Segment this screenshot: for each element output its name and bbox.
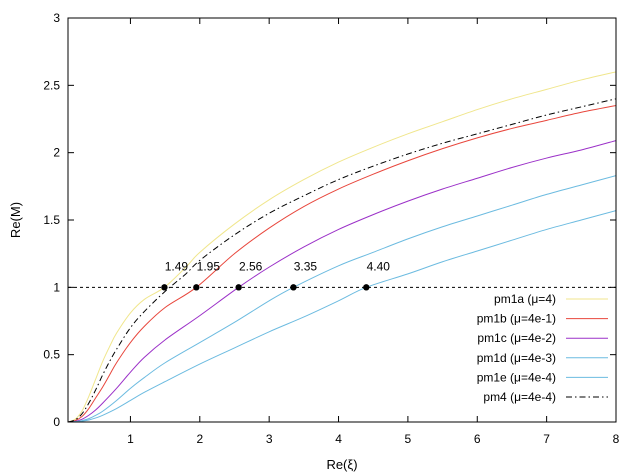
marker-label-5: 4.40 xyxy=(367,259,391,273)
marker-point-3 xyxy=(235,284,242,291)
marker-point-4 xyxy=(290,284,297,291)
x-tick-label-3: 3 xyxy=(266,432,273,446)
legend-label-6: pm4 (μ=4e-4) xyxy=(483,390,556,404)
y-tick-label-0.5: 0.5 xyxy=(43,348,60,362)
marker-label-3: 2.56 xyxy=(239,259,263,273)
y-tick-label-3: 3 xyxy=(53,11,60,25)
marker-point-2 xyxy=(193,284,200,291)
y-tick-label-0: 0 xyxy=(53,415,60,429)
marker-label-1: 1.49 xyxy=(165,259,189,273)
markers-layer: 1.49 1.95 2.56 3.35 4.40 xyxy=(161,259,391,291)
series-line-4 xyxy=(68,175,616,422)
y-tick-label-2: 2 xyxy=(53,146,60,160)
series-line-1 xyxy=(68,71,616,422)
y-tick-label-1: 1 xyxy=(53,280,60,294)
x-tick-label-1: 1 xyxy=(127,432,134,446)
legend-label-5: pm1e (μ=4e-4) xyxy=(477,370,556,384)
x-axis-label: Re(ξ) xyxy=(326,457,357,472)
series-line-2 xyxy=(68,105,616,422)
x-tick-label-6: 6 xyxy=(474,432,481,446)
legend: pm1a (μ=4) pm1b (μ=4e-1) pm1c (μ=4e-2) pm1d… xyxy=(477,292,608,404)
series-line-6 xyxy=(68,98,616,422)
legend-label-1: pm1a (μ=4) xyxy=(494,292,556,306)
marker-point-1 xyxy=(161,284,168,291)
y-tick-label-1.5: 1.5 xyxy=(43,213,60,227)
legend-label-2: pm1b (μ=4e-1) xyxy=(477,312,556,326)
x-tick-label-5: 5 xyxy=(405,432,412,446)
axes-layer: 1 2 3 4 5 6 7 8 0 0.5 1 1.5 2 2.5 3 xyxy=(43,11,619,446)
marker-label-4: 3.35 xyxy=(294,259,318,273)
x-tick-label-8: 8 xyxy=(613,432,620,446)
y-axis-label: Re(M) xyxy=(8,202,23,238)
marker-point-5 xyxy=(363,284,370,291)
series-line-5 xyxy=(68,210,616,422)
x-tick-label-7: 7 xyxy=(543,432,550,446)
x-tick-label-4: 4 xyxy=(335,432,342,446)
legend-label-3: pm1c (μ=4e-2) xyxy=(477,331,556,345)
y-tick-label-2.5: 2.5 xyxy=(43,78,60,92)
marker-label-2: 1.95 xyxy=(197,259,221,273)
x-tick-label-2: 2 xyxy=(196,432,203,446)
legend-label-4: pm1d (μ=4e-3) xyxy=(477,351,556,365)
